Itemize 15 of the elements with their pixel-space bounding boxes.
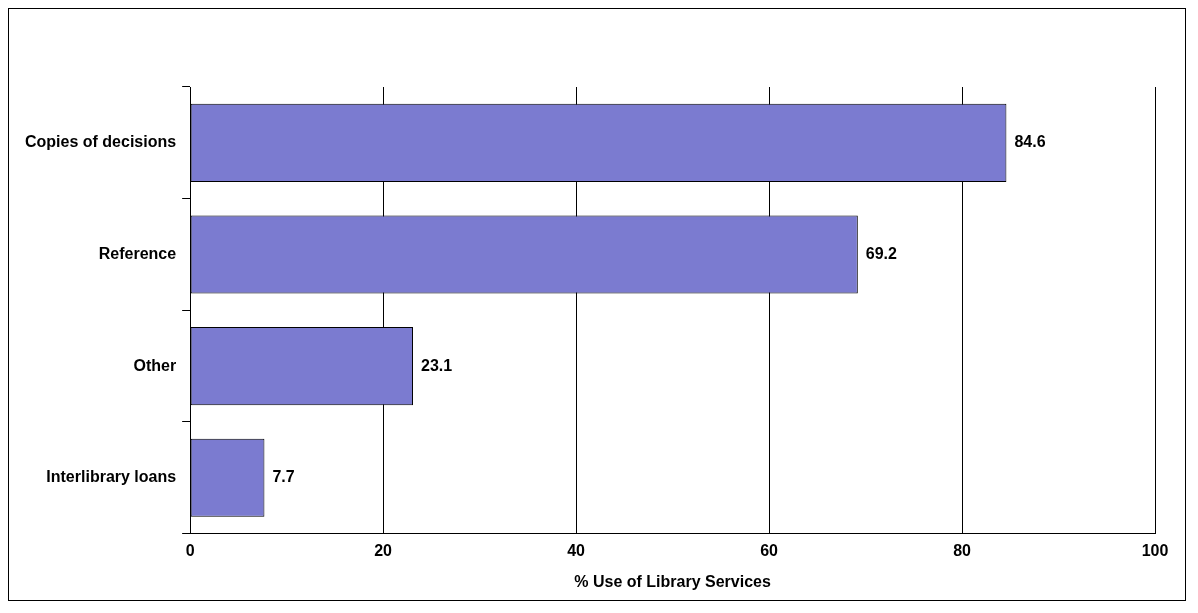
x-tick-label: 100 [1141,541,1169,559]
data-label: 7.7 [272,468,295,486]
y-tick-label: Interlibrary loans [46,468,177,486]
data-label: 69.2 [865,244,898,262]
y-tick-label: Other [133,356,177,374]
data-label: 23.1 [421,356,453,374]
data-label: 84.6 [1014,133,1046,151]
x-tick-label: 80 [953,541,972,559]
y-tick-label: Copies of decisions [25,133,177,151]
x-tick-label: 0 [185,541,195,559]
x-tick-label: 20 [374,541,393,559]
x-tick-label: 40 [567,541,586,559]
x-tick-label: 60 [760,541,779,559]
x-axis-title: % Use of Library Services [574,572,771,590]
y-tick-label: Reference [98,244,177,262]
